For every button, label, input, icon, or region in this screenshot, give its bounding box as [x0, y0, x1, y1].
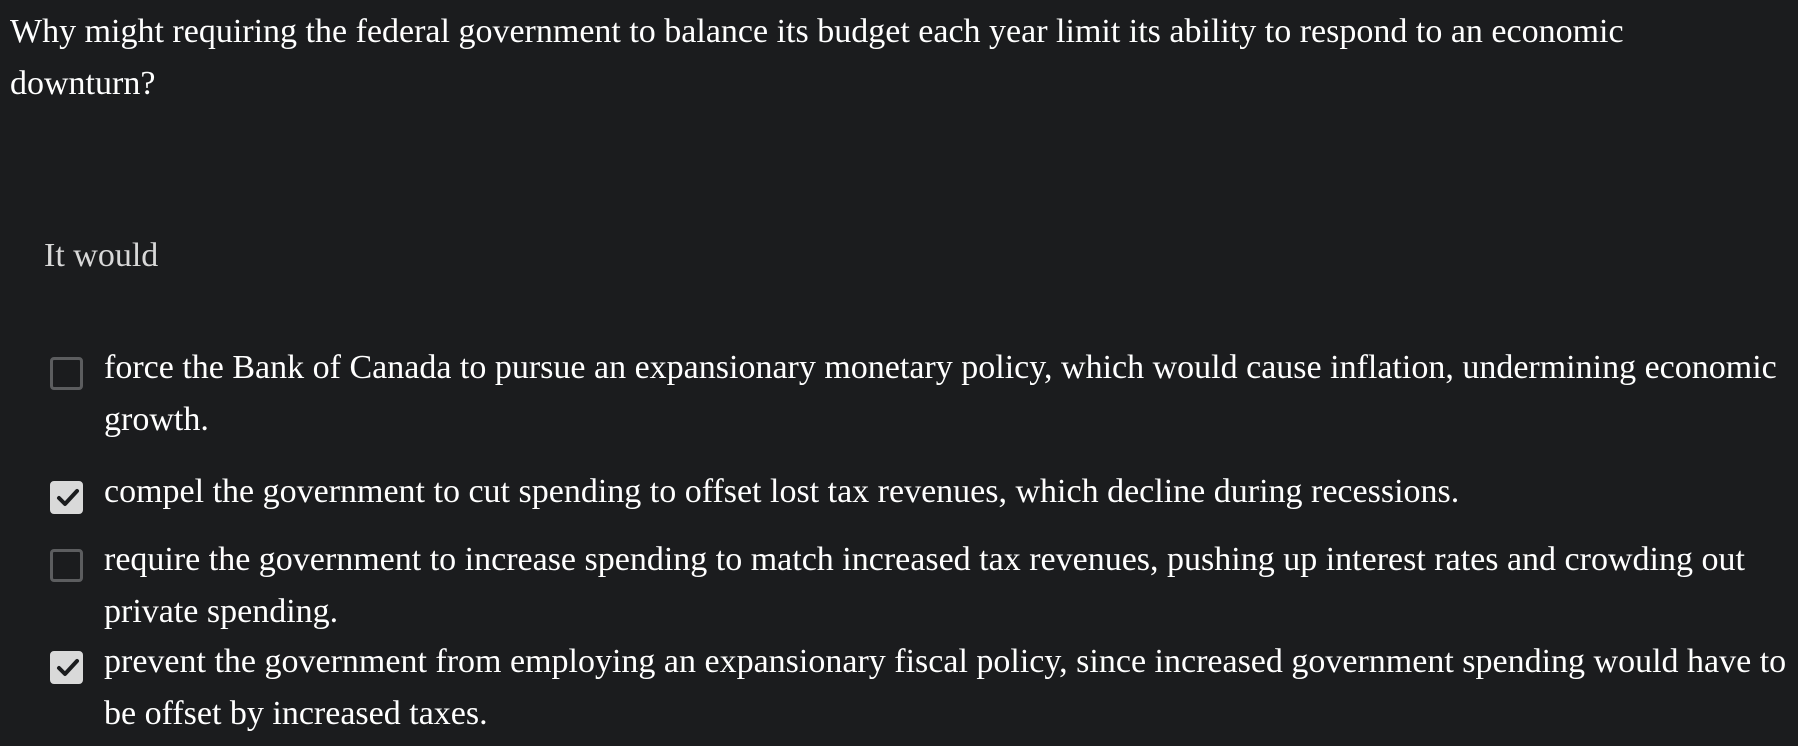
- answer-stem: It would: [44, 237, 159, 274]
- checkmark-icon: [57, 659, 79, 676]
- option-3-checkbox[interactable]: [50, 549, 83, 582]
- option-1-checkbox[interactable]: [50, 357, 83, 390]
- option-1-label[interactable]: force the Bank of Canada to pursue an ex…: [104, 349, 1777, 438]
- option-4-label[interactable]: prevent the government from employing an…: [104, 643, 1787, 732]
- option-3-label[interactable]: require the government to increase spend…: [104, 541, 1745, 630]
- option-4-checkbox[interactable]: [50, 651, 83, 684]
- checkmark-icon: [57, 489, 79, 506]
- question-text: Why might requiring the federal governme…: [10, 13, 1624, 102]
- option-2-checkbox[interactable]: [50, 481, 83, 514]
- option-2-label[interactable]: compel the government to cut spending to…: [104, 473, 1460, 510]
